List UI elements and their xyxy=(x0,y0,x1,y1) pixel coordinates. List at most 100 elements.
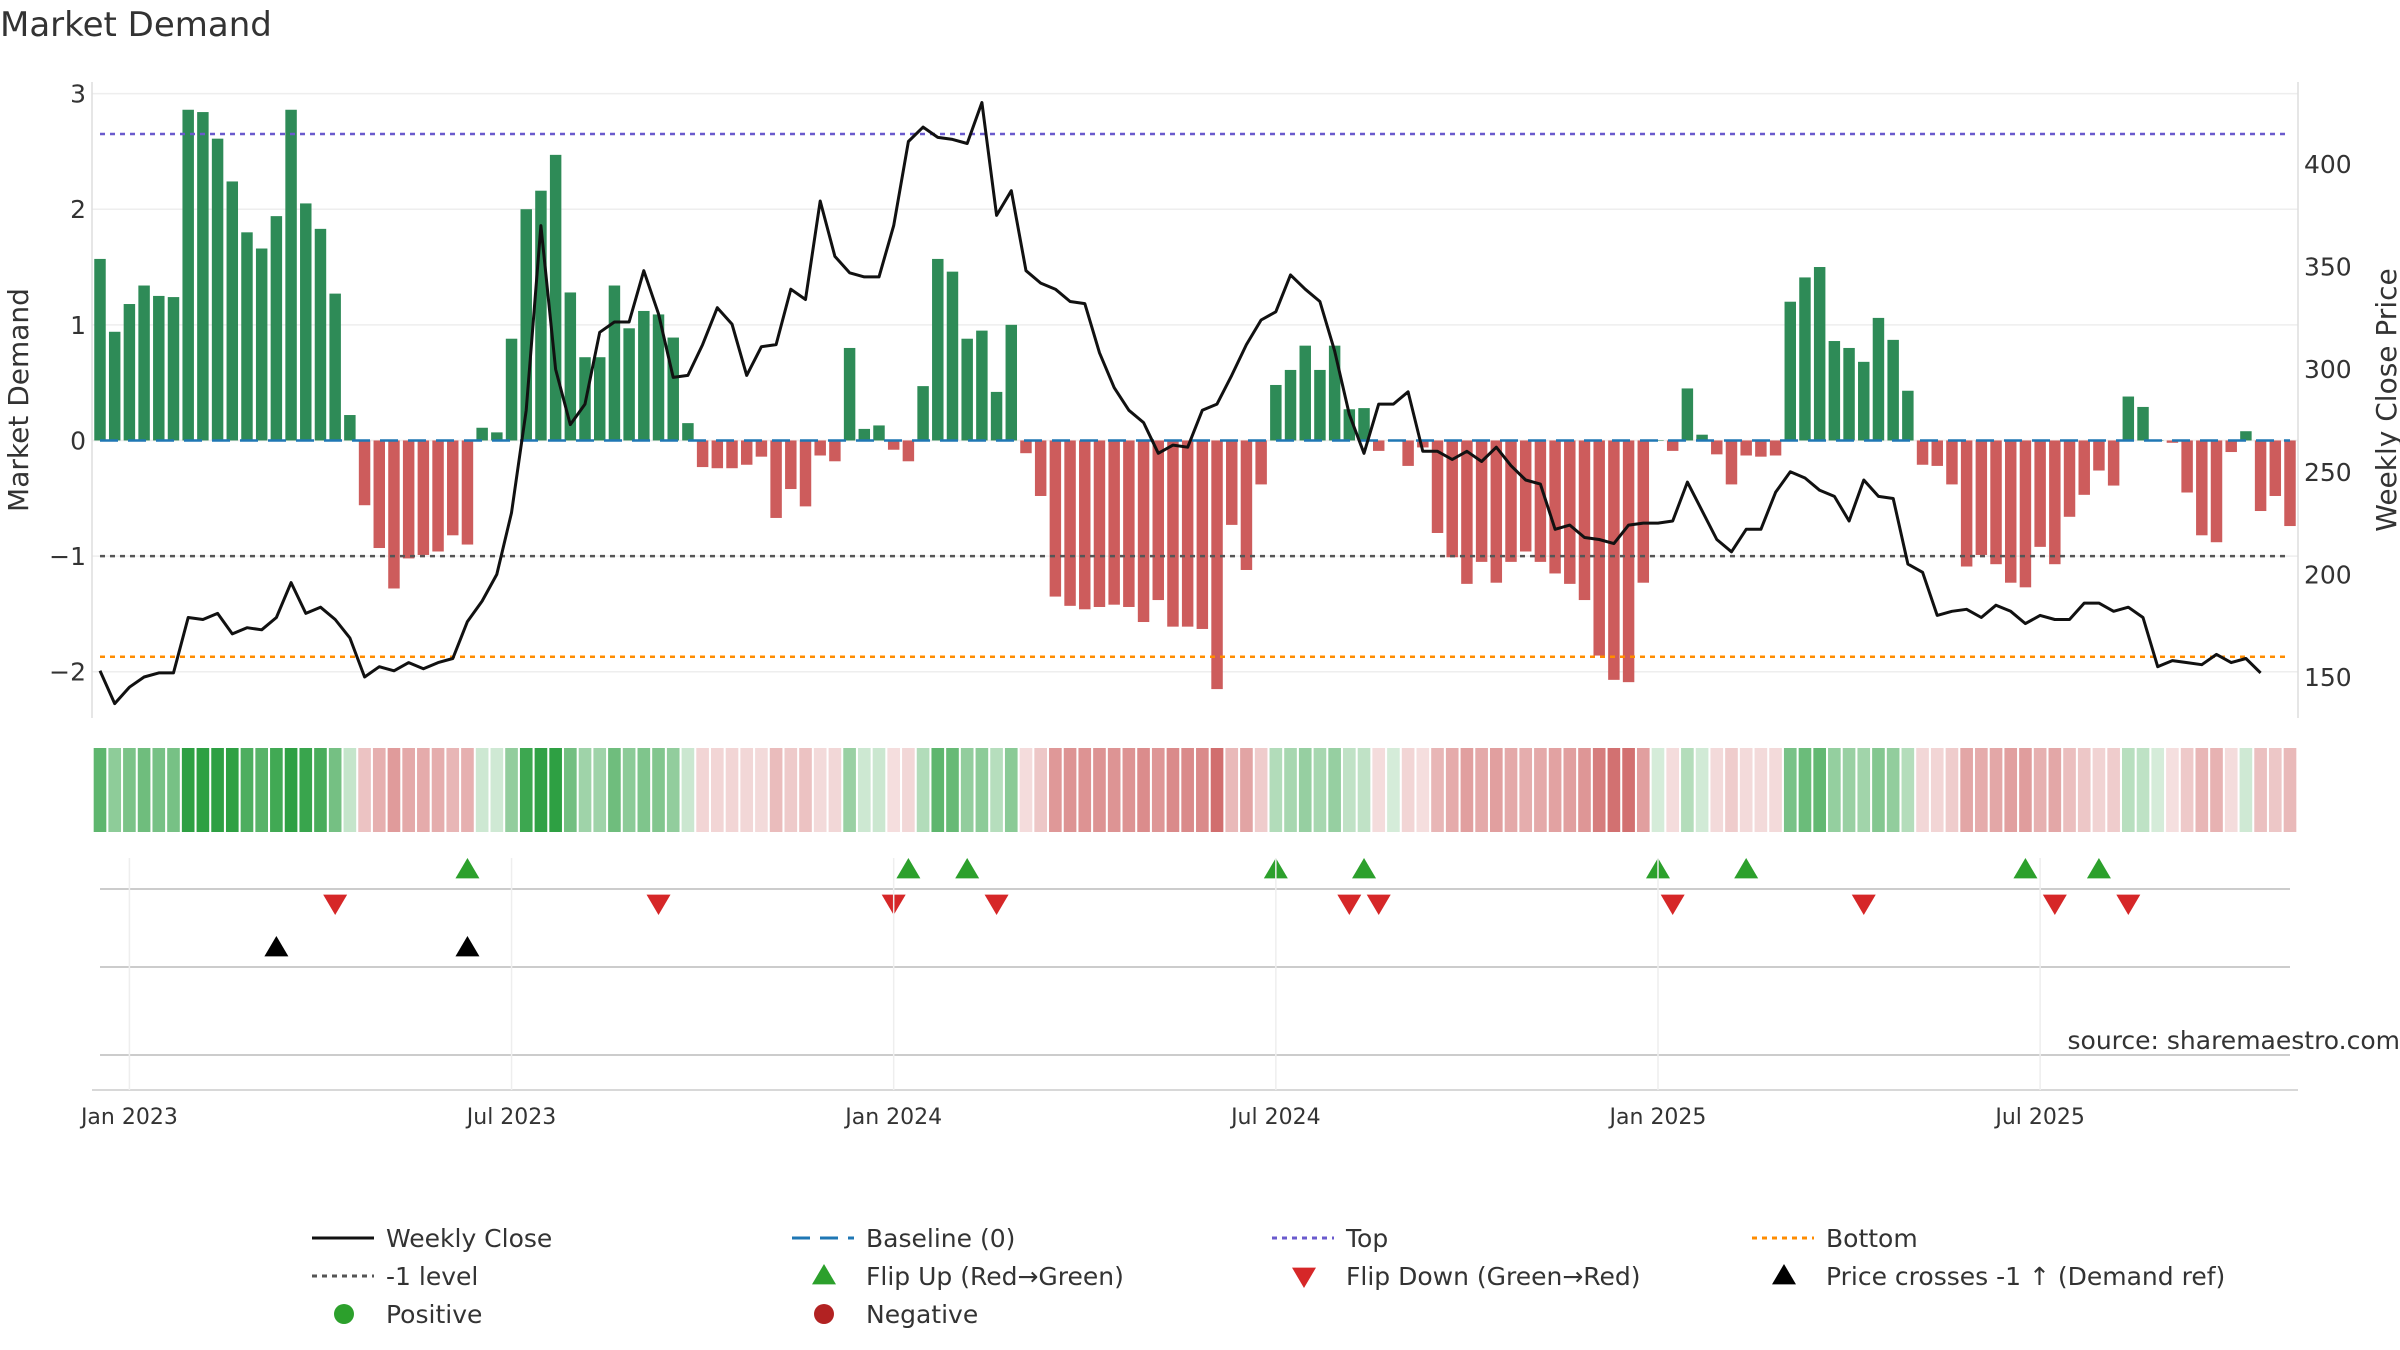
heat-cell xyxy=(843,748,856,832)
heat-cell xyxy=(1254,748,1268,832)
legend-item-negative: Negative xyxy=(814,1300,978,1329)
demand-bar xyxy=(1226,440,1238,525)
demand-bar xyxy=(799,440,812,507)
flip-up-marker xyxy=(455,858,480,879)
flip-up-marker xyxy=(2086,858,2111,879)
heat-cell xyxy=(93,748,107,832)
demand-bar xyxy=(358,440,371,506)
x-tick-label: Jul 2024 xyxy=(1229,1105,1321,1130)
heat-cell xyxy=(1798,748,1812,832)
y-tick-label-left: −1 xyxy=(49,542,86,571)
heat-cell xyxy=(1078,748,1092,832)
demand-bar xyxy=(2269,440,2282,496)
demand-bar xyxy=(682,423,694,441)
cross-marker-panel xyxy=(100,936,2290,968)
demand-bar xyxy=(108,331,121,441)
legend-item-top: Top xyxy=(1272,1224,1388,1253)
flip-up-marker xyxy=(955,858,980,879)
demand-bar xyxy=(2225,440,2237,453)
demand-bar xyxy=(1946,440,1958,485)
demand-bar xyxy=(1299,345,1311,441)
demand-bar xyxy=(1578,440,1591,601)
heat-cell xyxy=(1930,748,1944,832)
heat-cell xyxy=(1298,748,1312,832)
legend-label: Price crosses -1 ↑ (Demand ref) xyxy=(1826,1262,2225,1291)
heat-cell xyxy=(461,748,474,832)
flip-down-marker xyxy=(2116,894,2141,915)
demand-bar xyxy=(814,440,826,456)
heat-cell xyxy=(946,748,959,832)
x-tick-label: Jul 2025 xyxy=(1993,1105,2085,1130)
demand-bar xyxy=(1960,440,1973,567)
demand-bar xyxy=(1461,440,1473,584)
heat-cell xyxy=(755,748,768,832)
demand-bar xyxy=(402,440,415,559)
demand-bar xyxy=(1902,390,1914,441)
demand-bar xyxy=(447,440,459,536)
y-axis-right-ticks: 400 350 300 250 200 150 xyxy=(2304,150,2352,692)
demand-bar xyxy=(785,440,797,490)
heat-cell xyxy=(1137,748,1150,832)
heat-cell xyxy=(1225,748,1239,832)
demand-bar xyxy=(1079,440,1091,610)
heat-cell xyxy=(2268,748,2282,832)
demand-bar xyxy=(1975,440,1988,555)
demand-bar xyxy=(1211,440,1223,690)
demand-bar xyxy=(270,216,283,441)
demand-bar xyxy=(608,285,621,441)
demand-bar xyxy=(1328,345,1341,441)
main-panel: 3 2 1 0 −1 −2 400 350 300 250 200 150 Market Deman… xyxy=(2,80,2400,718)
heat-cell xyxy=(725,748,739,832)
heat-cell xyxy=(549,748,562,832)
heat-cell xyxy=(1534,748,1547,832)
demand-bar xyxy=(2093,440,2105,471)
heat-cell xyxy=(2077,748,2091,832)
x-tick-label: Jan 2025 xyxy=(1608,1105,1707,1130)
demand-bar xyxy=(1534,440,1547,562)
demand-bar xyxy=(2034,440,2046,547)
demand-bar xyxy=(2196,440,2208,536)
demand-bar xyxy=(843,347,856,441)
heat-cell xyxy=(1519,748,1533,832)
y-tick-label-left: 3 xyxy=(70,80,86,109)
demand-bar xyxy=(1372,440,1385,451)
heat-cell xyxy=(225,748,239,832)
demand-bar xyxy=(2284,440,2296,527)
chart-title: Market Demand xyxy=(0,5,272,45)
demand-bar xyxy=(946,271,959,441)
heat-cell xyxy=(1181,748,1194,832)
flip-down-marker xyxy=(323,894,348,915)
legend-label: Top xyxy=(1345,1224,1388,1253)
demand-heat-strip xyxy=(93,748,2297,832)
demand-bar xyxy=(1990,440,2002,565)
demand-bar xyxy=(314,228,327,441)
y-axis-right-label: Weekly Close Price xyxy=(2370,268,2400,531)
legend-label: Positive xyxy=(386,1300,482,1329)
heat-cell xyxy=(2019,748,2032,832)
heat-cell xyxy=(593,748,607,832)
demand-bar xyxy=(726,440,738,469)
heat-cell xyxy=(1681,748,1694,832)
heat-cell xyxy=(1945,748,1959,832)
demand-bar xyxy=(329,293,341,441)
heat-cell xyxy=(1842,748,1856,832)
heat-cell xyxy=(1548,748,1562,832)
panel-vertical-grid xyxy=(128,858,2041,1090)
demand-bar xyxy=(373,440,385,549)
demand-bar xyxy=(2122,396,2135,441)
demand-bar xyxy=(432,440,444,552)
demand-bar xyxy=(1755,440,1767,457)
heat-cell xyxy=(2151,748,2165,832)
y-axis-left-ticks: 3 2 1 0 −1 −2 xyxy=(49,80,86,687)
heat-cell xyxy=(108,748,122,832)
heat-cell xyxy=(358,748,371,832)
demand-bar xyxy=(476,427,488,441)
heat-cell xyxy=(2033,748,2047,832)
demand-bar xyxy=(138,285,150,441)
flip-down-marker xyxy=(1337,894,1362,915)
demand-bar xyxy=(388,440,400,589)
demand-bar xyxy=(638,310,650,441)
heat-cell xyxy=(1210,748,1224,832)
demand-bar xyxy=(2049,440,2061,565)
